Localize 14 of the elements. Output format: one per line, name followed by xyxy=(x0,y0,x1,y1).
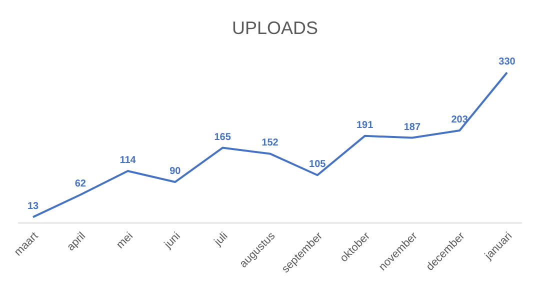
data-label: 165 xyxy=(214,132,232,143)
data-label: 191 xyxy=(356,120,374,131)
data-label: 62 xyxy=(74,178,86,190)
data-label: 13 xyxy=(27,201,39,212)
data-label: 90 xyxy=(170,166,182,177)
chart-title: UPLOADS xyxy=(230,17,320,40)
data-label: 114 xyxy=(120,155,136,166)
data-label: 152 xyxy=(262,138,279,149)
data-label: 187 xyxy=(404,122,421,133)
x-tick-label: mei xyxy=(114,230,136,252)
data-label: 330 xyxy=(498,56,516,68)
data-label: 105 xyxy=(309,159,326,170)
x-tick-label: juli xyxy=(212,230,230,249)
data-label: 203 xyxy=(451,114,468,126)
